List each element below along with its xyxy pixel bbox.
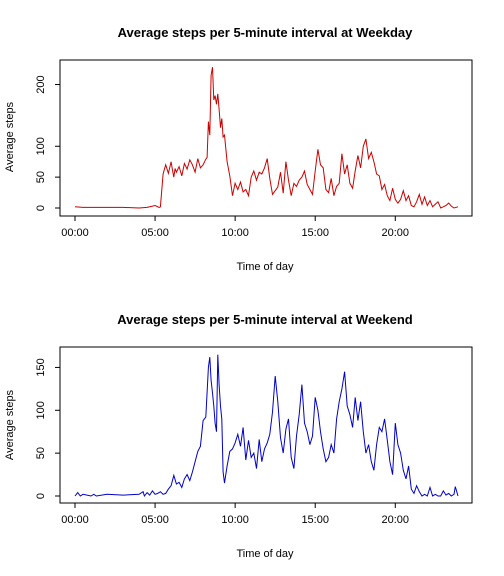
weekday-x-axis-label: Time of day bbox=[236, 261, 294, 273]
weekend-y-tick-label: 50 bbox=[35, 447, 47, 459]
weekday-plot-frame bbox=[59, 59, 473, 217]
weekday-x-tick-label: 10:00 bbox=[221, 227, 249, 239]
weekday-chart: Average steps per 5-minute interval at W… bbox=[4, 25, 473, 273]
weekend-x-axis-label: Time of day bbox=[236, 548, 294, 560]
weekend-y-tick-label: 0 bbox=[35, 493, 47, 499]
weekend-x-axis: 00:00 05:00 10:00 15:00 20:00 bbox=[61, 502, 410, 526]
weekend-chart: Average steps per 5-minute interval at W… bbox=[4, 312, 473, 560]
weekday-y-tick-label: 0 bbox=[35, 205, 47, 211]
weekday-y-tick-label: 200 bbox=[35, 75, 47, 93]
weekday-x-tick-label: 05:00 bbox=[141, 227, 169, 239]
weekday-x-tick-label: 00:00 bbox=[61, 227, 89, 239]
weekend-x-tick-label: 20:00 bbox=[382, 514, 410, 526]
weekend-series bbox=[74, 354, 459, 498]
weekday-series bbox=[74, 67, 459, 209]
weekend-series-line bbox=[74, 354, 459, 498]
weekday-y-tick-label: 50 bbox=[35, 171, 47, 183]
weekday-x-tick-label: 20:00 bbox=[382, 227, 410, 239]
weekend-x-tick-label: 10:00 bbox=[221, 514, 249, 526]
weekday-x-axis: 00:00 05:00 10:00 15:00 20:00 bbox=[61, 215, 410, 239]
weekend-x-tick-label: 05:00 bbox=[141, 514, 169, 526]
weekday-y-tick-label: 100 bbox=[35, 137, 47, 155]
weekend-y-tick-label: 100 bbox=[35, 401, 47, 419]
weekday-y-axis: 0 50 100 200 bbox=[35, 75, 61, 211]
weekday-chart-title: Average steps per 5-minute interval at W… bbox=[118, 25, 414, 40]
weekend-x-tick-label: 00:00 bbox=[61, 514, 89, 526]
weekday-y-axis-label: Average steps bbox=[4, 101, 16, 172]
weekend-x-tick-label: 15:00 bbox=[301, 514, 329, 526]
weekday-x-tick-label: 15:00 bbox=[301, 227, 329, 239]
weekday-series-line bbox=[74, 67, 459, 209]
weekend-y-axis: 0 50 100 150 bbox=[35, 358, 61, 499]
weekend-y-axis-label: Average steps bbox=[4, 389, 16, 460]
weekend-chart-title: Average steps per 5-minute interval at W… bbox=[117, 312, 413, 327]
weekend-y-tick-label: 150 bbox=[35, 358, 47, 376]
